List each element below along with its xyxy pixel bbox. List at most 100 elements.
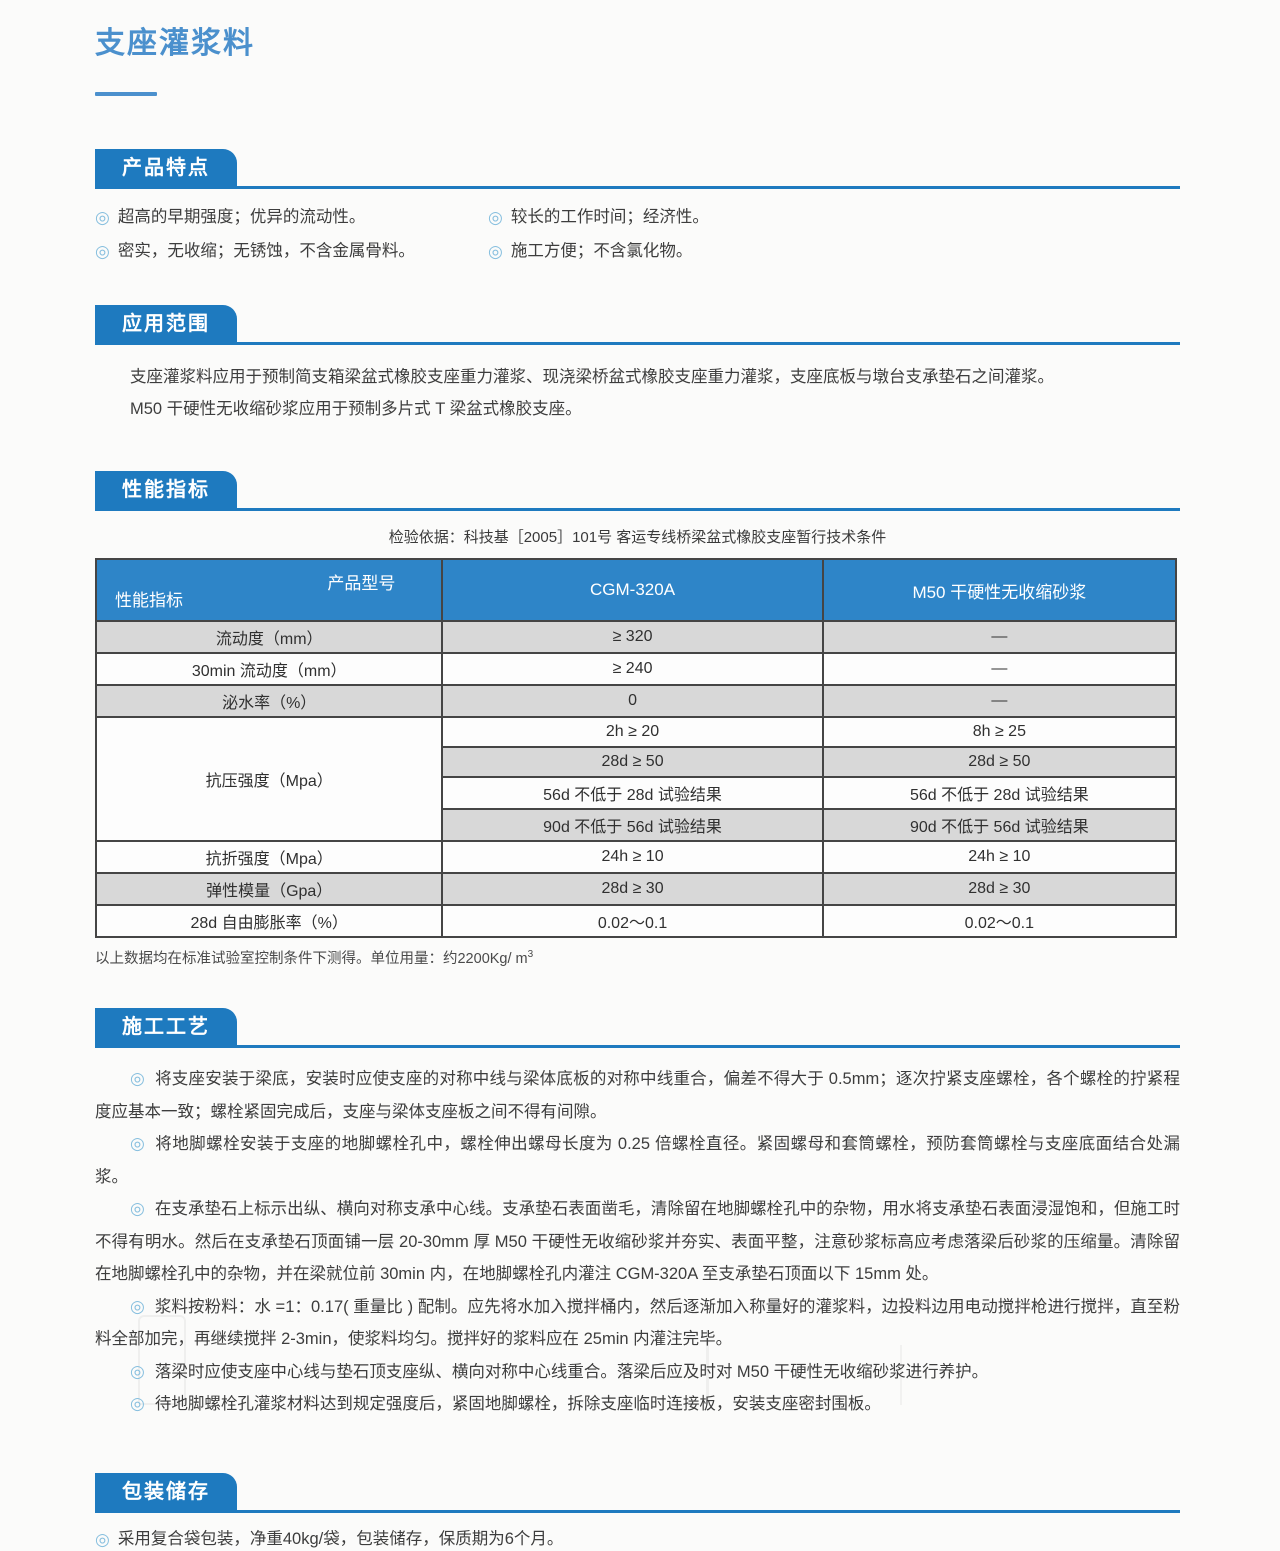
column-header-cgm320a: CGM-320A [441, 558, 824, 622]
list-item: ◎ 较长的工作时间；经济性。 [488, 206, 1180, 229]
list-item: ◎ 超高的早期强度；优异的流动性。 [95, 206, 488, 229]
cell-value: — [821, 684, 1178, 718]
section-tab-packaging: 包装储存 [95, 1472, 237, 1510]
corner-label-product-model: 产品型号 [327, 574, 396, 593]
table-footnote: 以上数据均在标准试验室控制条件下测得。单位用量：约2200Kg/ m3 [95, 947, 1180, 968]
bullet-icon: ◎ [95, 1529, 110, 1549]
table-row: 30min 流动度（mm） ≥ 240 — [94, 652, 1178, 686]
column-header-m50: M50 干硬性无收缩砂浆 [821, 558, 1178, 622]
row-label: 流动度（mm） [94, 620, 444, 654]
diagonal-header-cell: 产品型号 性能指标 [94, 558, 444, 622]
packaging-item: ◎ 采用复合袋包装，净重40kg/袋，包装储存，保质期为6个月。 [95, 1528, 1180, 1551]
table-row: 泌水率（%） 0 — [94, 684, 1178, 718]
row-label-compressive: 抗压强度（Mpa） [94, 716, 444, 842]
cell-value: 56d 不低于 28d 试验结果 [821, 776, 1178, 810]
bullet-icon: ◎ [488, 242, 503, 261]
feature-text: 较长的工作时间；经济性。 [510, 208, 709, 226]
cell-value: 90d 不低于 56d 试验结果 [441, 808, 824, 842]
features-list: ◎ 超高的早期强度；优异的流动性。 ◎ 较长的工作时间；经济性。 ◎ 密实，无收… [95, 206, 1180, 263]
section-header: 性能指标 [95, 471, 1180, 511]
table-row: 28d 自由膨胀率（%） 0.02～0.1 0.02～0.1 [94, 904, 1178, 938]
cell-value: 28d ≥ 30 [441, 872, 824, 906]
step-text: 将支座安装于梁底，安装时应使支座的对称中线与梁体底板的对称中线重合，偏差不得大于… [95, 1070, 1180, 1121]
footnote-superscript: 3 [527, 949, 534, 961]
step-text: 落梁时应使支座中心线与垫石顶支座纵、横向对称中心线重合。落梁后应及时对 M50 … [154, 1362, 989, 1381]
section-features: 产品特点 ◎ 超高的早期强度；优异的流动性。 ◎ 较长的工作时间；经济性。 ◎ … [95, 149, 1180, 263]
section-header: 应用范围 [95, 305, 1180, 345]
bullet-icon: ◎ [95, 208, 110, 227]
step-text: 待地脚螺栓孔灌浆材料达到规定强度后，紧固地脚螺栓，拆除支座临时连接板，安装支座密… [154, 1395, 881, 1413]
row-label: 28d 自由膨胀率（%） [94, 904, 444, 938]
table-row: 28d ≥ 50 28d ≥ 50 [96, 746, 1178, 778]
row-label: 抗折强度（Mpa） [94, 840, 444, 874]
table-row: 弹性模量（Gpa） 28d ≥ 30 28d ≥ 30 [94, 872, 1178, 906]
step-text: 浆料按粉料：水 =1：0.17( 重量比 ) 配制。应先将水加入搅拌桶内，然后逐… [95, 1297, 1180, 1349]
section-header: 施工工艺 [95, 1008, 1180, 1048]
construction-step: ◎ 将支座安装于梁底，安装时应使支座的对称中线与梁体底板的对称中线重合，偏差不得大… [95, 1063, 1180, 1128]
table-row: 流动度（mm） ≥ 320 — [94, 620, 1178, 654]
cell-value: 90d 不低于 56d 试验结果 [821, 808, 1178, 842]
construction-step: ◎ 将地脚螺栓安装于支座的地脚螺栓孔中，螺栓伸出螺母长度为 0.25 倍螺栓直径。… [95, 1128, 1180, 1193]
cell-value: 24h ≥ 10 [441, 840, 824, 874]
cell-value: 24h ≥ 10 [821, 840, 1178, 874]
table-header-row: 产品型号 性能指标 CGM-320A M50 干硬性无收缩砂浆 [94, 558, 1178, 622]
cell-value: 0 [441, 684, 824, 718]
bullet-icon: ◎ [130, 1394, 145, 1413]
cell-value: 28d ≥ 50 [441, 746, 824, 778]
cell-value: 28d ≥ 50 [821, 746, 1178, 778]
feature-text: 施工方便；不含氯化物。 [510, 242, 693, 260]
construction-step: ◎ 在支承垫石上标示出纵、横向对称支承中心线。支承垫石表面凿毛，清除留在地脚螺栓孔… [95, 1193, 1180, 1291]
step-text: 在支承垫石上标示出纵、横向对称支承中心线。支承垫石表面凿毛，清除留在地脚螺栓孔中… [95, 1200, 1180, 1283]
section-header: 产品特点 [95, 149, 1180, 189]
section-tab-application: 应用范围 [95, 305, 237, 342]
construction-step: ◎ 待地脚螺栓孔灌浆材料达到规定强度后，紧固地脚螺栓，拆除支座临时连接板，安装支座… [95, 1388, 1180, 1421]
performance-table: 产品型号 性能指标 CGM-320A M50 干硬性无收缩砂浆 流动度（mm） … [94, 558, 1178, 938]
cell-value: 8h ≥ 25 [821, 716, 1178, 748]
packaging-text: 采用复合袋包装，净重40kg/袋，包装储存，保质期为6个月。 [117, 1529, 564, 1548]
construction-steps: ◎ 将支座安装于梁底，安装时应使支座的对称中线与梁体底板的对称中线重合，偏差不得大… [95, 1063, 1180, 1421]
cell-value: — [821, 620, 1178, 654]
list-item: ◎ 密实，无收缩；无锈蚀，不含金属骨料。 [95, 240, 488, 263]
section-tab-performance: 性能指标 [95, 471, 237, 508]
cell-value: 0.02～0.1 [441, 904, 824, 938]
page-title: 支座灌浆料 [95, 27, 255, 60]
cell-value: 2h ≥ 20 [441, 716, 824, 748]
datasheet-page: 支座灌浆料 产品特点 ◎ 超高的早期强度；优异的流动性。 ◎ 较长的工作时间；经… [94, 0, 1180, 1551]
row-label: 30min 流动度（mm） [94, 652, 444, 686]
row-label: 弹性模量（Gpa） [94, 872, 444, 906]
cell-value: ≥ 240 [441, 652, 824, 686]
cell-value: 28d ≥ 30 [821, 872, 1178, 906]
cell-value: — [821, 652, 1178, 686]
cell-value: ≥ 320 [441, 620, 824, 654]
section-application: 应用范围 支座灌浆料应用于预制简支箱梁盆式橡胶支座重力灌浆、现浇梁桥盆式橡胶支座… [95, 305, 1180, 425]
bullet-icon: ◎ [488, 208, 503, 227]
bullet-icon: ◎ [130, 1134, 146, 1153]
bullet-icon: ◎ [130, 1296, 145, 1316]
bullet-icon: ◎ [130, 1069, 146, 1088]
cell-value: 56d 不低于 28d 试验结果 [441, 776, 824, 810]
bullet-icon: ◎ [95, 242, 110, 261]
table-row: 56d 不低于 28d 试验结果 56d 不低于 28d 试验结果 [96, 776, 1178, 810]
row-label: 泌水率（%） [94, 684, 444, 718]
section-packaging: 包装储存 ◎ 采用复合袋包装，净重40kg/袋，包装储存，保质期为6个月。 [95, 1472, 1180, 1551]
section-construction: 施工工艺 ◎ 将支座安装于梁底，安装时应使支座的对称中线与梁体底板的对称中线重合，… [95, 1008, 1180, 1421]
application-line: M50 干硬性无收缩砂浆应用于预制多片式 T 梁盆式橡胶支座。 [130, 400, 582, 418]
feature-text: 密实，无收缩；无锈蚀，不含金属骨料。 [117, 242, 415, 260]
section-tab-features: 产品特点 [95, 149, 237, 186]
bullet-icon: ◎ [130, 1199, 145, 1218]
step-text: 将地脚螺栓安装于支座的地脚螺栓孔中，螺栓伸出螺母长度为 0.25 倍螺栓直径。紧… [95, 1135, 1180, 1186]
table-row: 抗压强度（Mpa） 2h ≥ 20 8h ≥ 25 [94, 716, 1178, 842]
footnote-text: 以上数据均在标准试验室控制条件下测得。单位用量：约2200Kg/ m [95, 951, 528, 967]
construction-step: ◎ 浆料按粉料：水 =1：0.17( 重量比 ) 配制。应先将水加入搅拌桶内，然后… [95, 1291, 1180, 1356]
construction-step: ◎ 落梁时应使支座中心线与垫石顶支座纵、横向对称中心线重合。落梁后应及时对 M50… [95, 1356, 1180, 1389]
cell-value: 0.02～0.1 [821, 904, 1178, 938]
table-row: 抗折强度（Mpa） 24h ≥ 10 24h ≥ 10 [94, 840, 1178, 874]
title-underline [95, 92, 157, 96]
feature-text: 超高的早期强度；优异的流动性。 [117, 208, 366, 226]
table-row: 90d 不低于 56d 试验结果 90d 不低于 56d 试验结果 [96, 808, 1178, 842]
corner-label-performance-index: 性能指标 [115, 591, 183, 610]
test-basis-note: 检验依据：科技基［2005］101号 客运专线桥梁盆式橡胶支座暂行技术条件 [388, 529, 887, 546]
application-text: 支座灌浆料应用于预制简支箱梁盆式橡胶支座重力灌浆、现浇梁桥盆式橡胶支座重力灌浆，… [95, 361, 1180, 425]
section-tab-construction: 施工工艺 [95, 1008, 237, 1045]
section-performance: 性能指标 检验依据：科技基［2005］101号 客运专线桥梁盆式橡胶支座暂行技术… [94, 471, 1180, 968]
